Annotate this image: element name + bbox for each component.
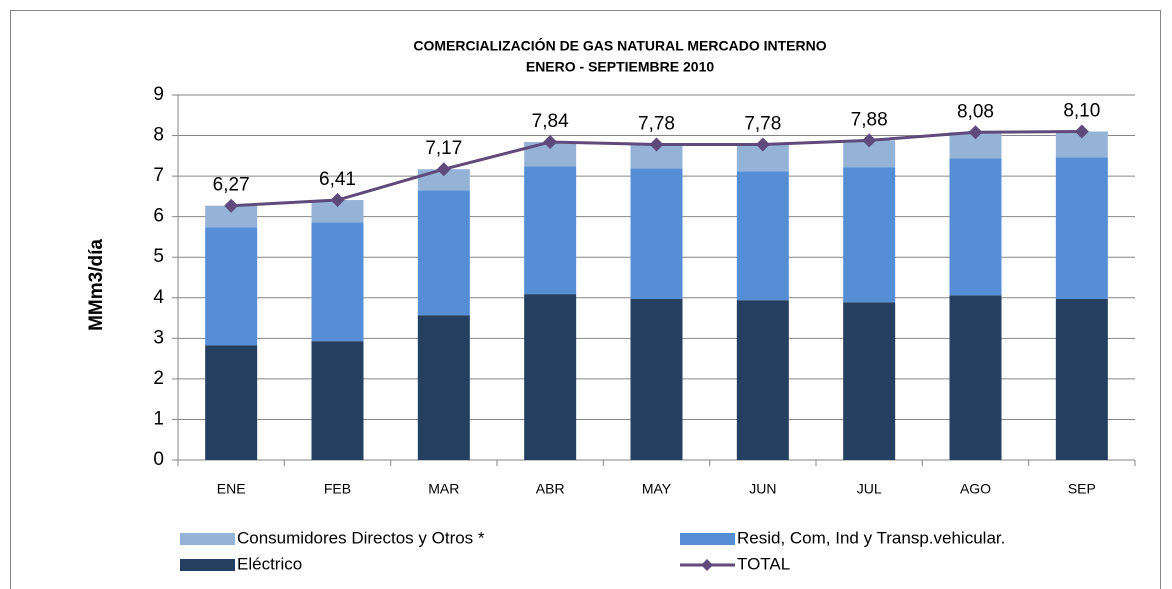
y-tick-label: 9 xyxy=(153,84,164,105)
chart-border xyxy=(10,10,1161,589)
data-label: 7,17 xyxy=(425,138,462,159)
bar-segment xyxy=(949,295,1002,460)
bar-segment xyxy=(630,298,683,460)
x-tick-label: ENE xyxy=(217,481,246,497)
data-label: 7,84 xyxy=(532,111,569,132)
bar-segment xyxy=(417,315,470,460)
data-label: 7,78 xyxy=(744,113,781,134)
data-label: 6,41 xyxy=(319,169,356,190)
data-label: 7,78 xyxy=(638,113,675,134)
bar-segment xyxy=(843,167,896,303)
data-label: 8,10 xyxy=(1063,101,1100,122)
total-marker xyxy=(224,198,239,213)
total-marker xyxy=(968,125,983,140)
x-tick-label: SEP xyxy=(1068,481,1096,497)
chart-subtitle: ENERO - SEPTIEMBRE 2010 xyxy=(526,59,714,75)
bar-segment xyxy=(524,166,577,295)
bar-segment xyxy=(630,144,683,169)
y-tick-label: 7 xyxy=(153,165,164,186)
y-tick-label: 2 xyxy=(153,368,164,389)
legend-swatch xyxy=(180,533,235,545)
y-tick-label: 4 xyxy=(153,287,164,308)
total-marker xyxy=(862,133,877,148)
legend-marker xyxy=(701,559,713,571)
y-tick-label: 0 xyxy=(153,449,164,470)
total-marker xyxy=(1074,124,1089,139)
bar-segment xyxy=(1055,157,1108,299)
x-tick-label: JUL xyxy=(857,481,882,497)
bar-segment xyxy=(417,190,470,316)
legend-label: Resid, Com, Ind y Transp.vehicular. xyxy=(737,528,1005,547)
legend-label: Consumidores Directos y Otros * xyxy=(237,528,485,547)
total-marker xyxy=(755,137,770,152)
x-tick-label: FEB xyxy=(324,481,351,497)
chart-title: COMERCIALIZACIÓN DE GAS NATURAL MERCADO … xyxy=(413,37,826,54)
legend-label: Eléctrico xyxy=(237,554,302,573)
bar-segment xyxy=(205,227,258,346)
bar-segment xyxy=(311,222,364,342)
x-tick-label: MAY xyxy=(642,481,672,497)
total-marker xyxy=(543,135,558,150)
bar-segment xyxy=(736,300,789,460)
y-tick-label: 8 xyxy=(153,125,164,146)
data-label: 7,88 xyxy=(851,109,888,130)
x-tick-label: ABR xyxy=(536,481,565,497)
bar-segment xyxy=(524,294,577,460)
x-tick-label: MAR xyxy=(428,481,459,497)
x-tick-label: AGO xyxy=(960,481,991,497)
legend-swatch xyxy=(680,533,735,545)
data-label: 6,27 xyxy=(213,175,250,196)
bar-segment xyxy=(311,200,364,223)
y-tick-label: 3 xyxy=(153,327,164,348)
y-tick-label: 5 xyxy=(153,246,164,267)
bar-segment xyxy=(205,205,258,228)
y-axis-label: MMm3/día xyxy=(86,239,107,331)
bar-segment xyxy=(311,341,364,460)
total-marker xyxy=(649,137,664,152)
data-label: 8,08 xyxy=(957,101,994,122)
bar-segment xyxy=(1055,298,1108,460)
y-tick-label: 1 xyxy=(153,408,164,429)
bar-segment xyxy=(843,302,896,460)
y-tick-label: 6 xyxy=(153,206,164,227)
bar-segment xyxy=(949,158,1002,296)
legend-label: TOTAL xyxy=(737,554,790,573)
total-marker xyxy=(330,193,345,208)
legend-swatch xyxy=(180,559,235,571)
bar-segment xyxy=(630,168,683,299)
x-tick-label: JUN xyxy=(749,481,776,497)
bar-segment xyxy=(736,171,789,301)
bar-segment xyxy=(205,345,258,460)
total-marker xyxy=(436,162,451,177)
